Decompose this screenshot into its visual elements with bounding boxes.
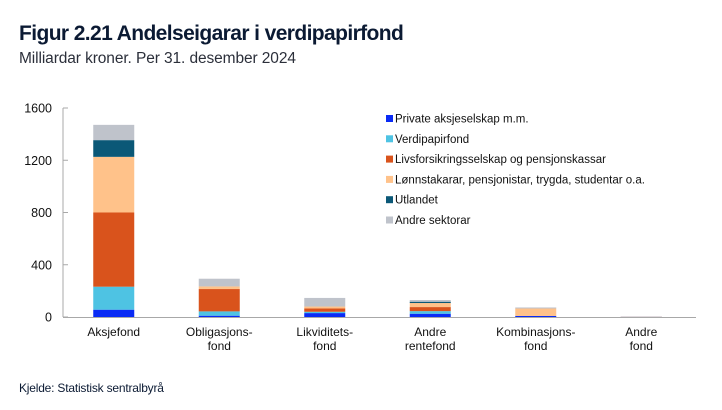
bar-segment xyxy=(93,124,135,141)
legend-item: Lønnstakarar, pensjonistar, trygda, stud… xyxy=(386,174,645,186)
legend-item: Andre sektorar xyxy=(386,215,471,227)
legend-swatch xyxy=(386,216,393,224)
legend: Private aksjeselskap m.m. Verdipapirfond L… xyxy=(386,114,645,227)
legend-swatch xyxy=(386,135,393,143)
legend-label: Lønnstakarar, pensjonistar, trygda, stud… xyxy=(395,174,645,186)
bar-segment xyxy=(304,311,346,314)
bar-segment xyxy=(515,307,557,309)
bar-segment xyxy=(515,315,557,317)
legend-label: Andre sektorar xyxy=(395,215,471,227)
bar-stack xyxy=(93,124,135,317)
chart-subtitle: Milliardar kroner. Per 31. desember 2024 xyxy=(19,50,296,67)
bars xyxy=(93,124,662,318)
bar-segment xyxy=(93,309,135,317)
x-tick-label: Andre xyxy=(414,325,446,339)
x-axis: Aksjefond Obligasjons-fondLikviditets-fon… xyxy=(63,317,696,353)
x-tick-label: fond xyxy=(313,339,336,353)
x-tick-label: Kombinasjons- xyxy=(496,325,575,339)
bar-segment xyxy=(93,286,135,310)
legend-swatch xyxy=(386,196,393,204)
bar-stack xyxy=(515,307,557,317)
bar-segment xyxy=(409,311,451,314)
bar-segment xyxy=(304,313,346,317)
bar-segment xyxy=(409,303,451,308)
legend-swatch xyxy=(386,155,393,163)
bar-stack xyxy=(304,297,346,317)
x-tick-label: fond xyxy=(630,339,653,353)
bar-segment xyxy=(198,315,240,317)
bar-segment xyxy=(93,212,135,287)
x-tick-label: fond xyxy=(208,339,231,353)
y-tick-label: 1600 xyxy=(24,102,52,116)
chart-title: Figur 2.21 Andelseigarar i verdipapirfon… xyxy=(19,22,404,45)
x-tick-label: Aksjefond xyxy=(87,325,140,339)
y-tick-label: 800 xyxy=(31,206,52,220)
legend-label: Private aksjeselskap m.m. xyxy=(395,114,529,126)
bar-segment xyxy=(409,301,451,304)
bar-segment xyxy=(198,289,240,312)
bar-segment xyxy=(409,313,451,317)
y-axis: 0 400 800 1200 1600 xyxy=(24,102,68,325)
bar-segment xyxy=(304,308,346,312)
bar-segment xyxy=(93,140,135,157)
legend-swatch xyxy=(386,115,393,122)
legend-label: Livsforsikringsselskap og pensjonskassar xyxy=(395,154,606,166)
bar-segment xyxy=(304,306,346,309)
x-tick-label: rentefond xyxy=(405,339,456,353)
legend-item: Verdipapirfond xyxy=(386,134,469,146)
legend-item: Utlandet xyxy=(386,195,439,207)
bar-segment xyxy=(409,300,451,302)
legend-item: Livsforsikringsselskap og pensjonskassar xyxy=(386,154,606,166)
legend-label: Utlandet xyxy=(395,195,439,207)
bar-segment xyxy=(620,316,662,318)
x-tick-label: Andre xyxy=(625,325,657,339)
bar-segment xyxy=(515,308,557,316)
x-tick-label: fond xyxy=(524,339,547,353)
x-tick-label: Obligasjons- xyxy=(186,325,253,339)
bar-segment xyxy=(198,278,240,287)
bar-segment xyxy=(198,311,240,316)
bar-segment xyxy=(304,297,346,307)
bar-stack xyxy=(198,278,240,317)
bar-stack xyxy=(409,300,451,317)
bar-segment xyxy=(198,286,240,290)
source-note: Kjelde: Statistisk sentralbyrå xyxy=(19,381,164,395)
y-tick-label: 1200 xyxy=(24,154,52,168)
bar-segment xyxy=(409,307,451,312)
legend-label: Verdipapirfond xyxy=(395,134,469,146)
y-tick-label: 400 xyxy=(31,258,52,272)
y-tick-label: 0 xyxy=(45,311,52,325)
legend-item: Private aksjeselskap m.m. xyxy=(386,114,529,126)
bar-segment xyxy=(93,156,135,213)
x-tick-label: Likviditets- xyxy=(296,325,353,339)
legend-swatch xyxy=(386,175,393,183)
